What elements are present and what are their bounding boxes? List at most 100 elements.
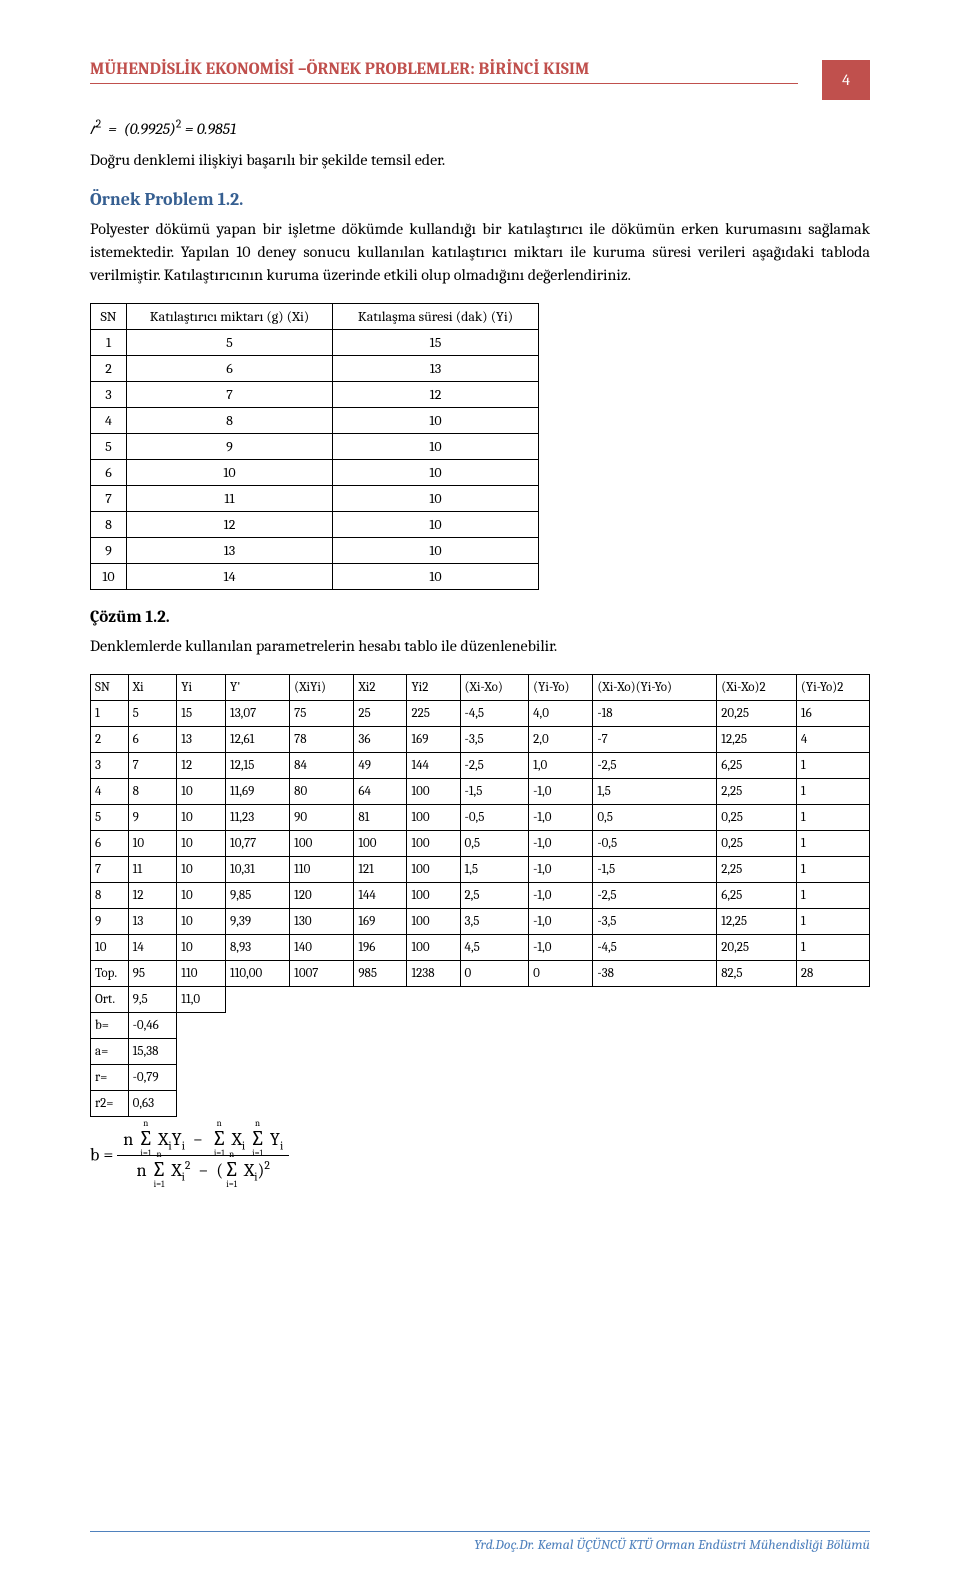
table-row: 371212,158449144-2,51,0-2,56,251 <box>91 753 870 779</box>
table-cell: 8 <box>91 883 129 909</box>
table-cell: 100 <box>407 883 460 909</box>
table-row: 7111010,311101211001,5-1,0-1,52,251 <box>91 857 870 883</box>
table-header-cell: Xi <box>128 675 177 701</box>
table-cell: 2 <box>91 356 127 382</box>
table-cell: 2 <box>91 727 129 753</box>
table-cell: -3,5 <box>593 909 717 935</box>
table-cell: 10 <box>333 486 539 512</box>
problem-text: Polyester dökümü yapan bir işletme döküm… <box>90 218 870 288</box>
table-cell: 28 <box>796 961 869 987</box>
table-cell: 13 <box>333 356 539 382</box>
table-cell: -1,5 <box>460 779 529 805</box>
table-cell: 15 <box>177 701 226 727</box>
table-cell: -0,5 <box>460 805 529 831</box>
table-cell: 0,5 <box>460 831 529 857</box>
table-cell: -1,0 <box>529 935 593 961</box>
solution-text: Denklemlerde kullanılan parametrelerin h… <box>90 635 870 658</box>
table-cell: 8,93 <box>225 935 289 961</box>
table-cell: 90 <box>290 805 354 831</box>
table-cell: 196 <box>354 935 407 961</box>
table-cell: -38 <box>593 961 717 987</box>
table-row: 812109,851201441002,5-1,0-2,56,251 <box>91 883 870 909</box>
table-row: a=15,38 <box>91 1039 870 1065</box>
table-cell: 10,77 <box>225 831 289 857</box>
table-cell: 4,5 <box>460 935 529 961</box>
table-cell: 8 <box>128 779 177 805</box>
page-footer: Yrd.Doç.Dr. Kemal ÜÇÜNCÜ KTÜ Orman Endüs… <box>90 1531 870 1553</box>
table-cell: 10 <box>333 434 539 460</box>
table-cell: 10 <box>91 935 129 961</box>
table-cell: 12 <box>333 382 539 408</box>
table-cell: 100 <box>407 831 460 857</box>
table-cell: 2,25 <box>717 857 797 883</box>
table-1: SNKatılaştırıcı miktarı (g) (Xi)Katılaşm… <box>90 303 539 590</box>
table-row: r2=0,63 <box>91 1091 870 1117</box>
table-cell: 12,25 <box>717 909 797 935</box>
table-cell: 14 <box>127 564 333 590</box>
table-cell: 64 <box>354 779 407 805</box>
table-row: 81210 <box>91 512 539 538</box>
table-cell: 11,0 <box>177 987 226 1013</box>
table-cell: 82,5 <box>717 961 797 987</box>
table-cell: 225 <box>407 701 460 727</box>
table-cell: 81 <box>354 805 407 831</box>
table-cell: 0,63 <box>128 1091 177 1117</box>
table-header-cell: Xi2 <box>354 675 407 701</box>
table-cell: 0,25 <box>717 805 797 831</box>
table-cell: 10 <box>91 564 127 590</box>
table-cell: -2,5 <box>460 753 529 779</box>
table-cell: 1,0 <box>529 753 593 779</box>
table-cell: 9,85 <box>225 883 289 909</box>
table-cell: 12 <box>127 512 333 538</box>
table-row: b=-0,46 <box>91 1013 870 1039</box>
table-cell: 1,5 <box>460 857 529 883</box>
table-cell: 14 <box>128 935 177 961</box>
table-cell: r= <box>91 1065 129 1091</box>
table-cell: 144 <box>407 753 460 779</box>
table-cell: 0 <box>460 961 529 987</box>
table-cell: 6 <box>128 727 177 753</box>
table-cell: 10 <box>128 831 177 857</box>
table-cell: 0,5 <box>593 805 717 831</box>
table-header-cell: SN <box>91 675 129 701</box>
table-row: 151513,077525225-4,54,0-1820,2516 <box>91 701 870 727</box>
table-header-cell: Katılaşma süresi (dak) (Yi) <box>333 304 539 330</box>
table-cell: 4,0 <box>529 701 593 727</box>
table-cell: 0 <box>529 961 593 987</box>
table-cell: -2,5 <box>593 883 717 909</box>
table-cell: 6 <box>91 831 129 857</box>
table-row: 261312,617836169-3,52,0-712,254 <box>91 727 870 753</box>
table-cell: 9 <box>91 538 127 564</box>
table-2: SNXiYiY'(XiYi)Xi2Yi2(Xi-Xo)(Yi-Yo)(Xi-Xo… <box>90 674 870 1117</box>
table-cell: 16 <box>796 701 869 727</box>
table-cell: 10 <box>127 460 333 486</box>
table-row: 913109,391301691003,5-1,0-3,512,251 <box>91 909 870 935</box>
table-cell: 100 <box>407 935 460 961</box>
intro-paragraph: Doğru denklemi ilişkiyi başarılı bir şek… <box>90 149 870 172</box>
header-title: MÜHENDİSLİK EKONOMİSİ –ÖRNEK PROBLEMLER:… <box>90 60 798 84</box>
table-cell: -4,5 <box>593 935 717 961</box>
table-row: 91310 <box>91 538 539 564</box>
table-cell: 15 <box>333 330 539 356</box>
table-cell: 10 <box>177 805 226 831</box>
table-cell: 10 <box>177 831 226 857</box>
table-header-cell: (Yi-Yo)2 <box>796 675 869 701</box>
table-header-cell: SN <box>91 304 127 330</box>
table-header-cell: (Xi-Xo)(Yi-Yo) <box>593 675 717 701</box>
table-cell: 6 <box>127 356 333 382</box>
table-cell: 110 <box>290 857 354 883</box>
table-cell: 10,31 <box>225 857 289 883</box>
table-cell: 100 <box>354 831 407 857</box>
table-header-cell: Yi <box>177 675 226 701</box>
table-cell: 12,25 <box>717 727 797 753</box>
table-cell: 9,5 <box>128 987 177 1013</box>
table-cell: -1,0 <box>529 779 593 805</box>
table-cell: 1238 <box>407 961 460 987</box>
table-cell: 80 <box>290 779 354 805</box>
table-cell: 10 <box>177 883 226 909</box>
table-row: 5910 <box>91 434 539 460</box>
table-header-cell: (Yi-Yo) <box>529 675 593 701</box>
table-cell: 36 <box>354 727 407 753</box>
table-cell: 6,25 <box>717 753 797 779</box>
table-cell: 84 <box>290 753 354 779</box>
